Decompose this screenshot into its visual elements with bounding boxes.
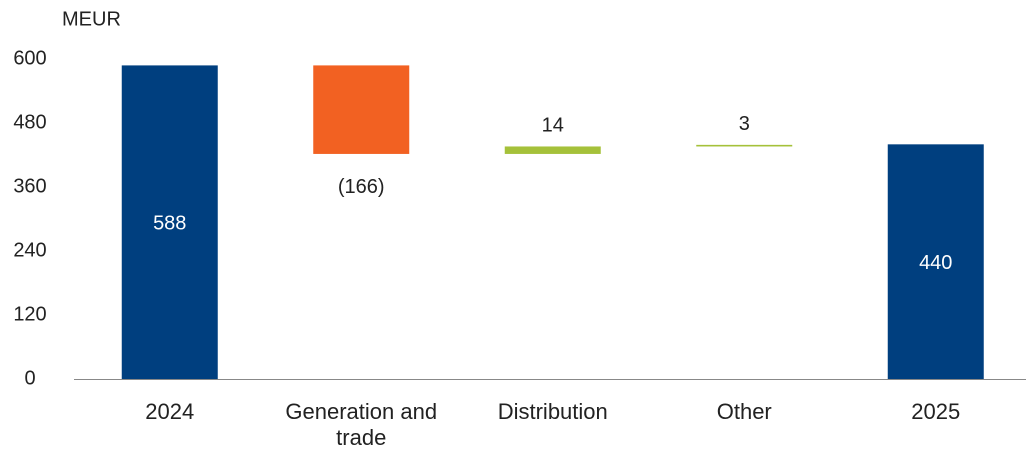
value-label: 3	[739, 113, 750, 135]
bar	[121, 65, 218, 380]
x-tick-label-box: 2025	[911, 399, 961, 424]
value-label: (166)	[338, 176, 385, 198]
x-tick-label-box: 2024	[145, 399, 195, 424]
y-tick-label: 600	[13, 47, 46, 69]
bar	[887, 144, 984, 379]
x-tick-label: 2024	[145, 399, 195, 424]
y-tick-label: 360	[13, 175, 46, 197]
x-tick-label: Distribution	[497, 399, 608, 424]
bar	[504, 146, 601, 154]
x-tick-label-box: Other	[716, 399, 772, 424]
y-tick-label: 480	[13, 111, 46, 133]
x-tick-label-box: Distribution	[497, 399, 608, 424]
bar	[696, 144, 793, 147]
value-label: 440	[919, 252, 952, 274]
y-tick-label: 240	[13, 239, 46, 261]
x-tick-label: Generation and trade	[285, 399, 438, 450]
x-tick-label-box: Generation and trade	[285, 399, 438, 450]
y-tick-label: 120	[13, 303, 46, 325]
y-axis-label: MEUR	[62, 8, 121, 30]
y-tick-label: 0	[24, 367, 35, 389]
value-label: 14	[542, 115, 564, 137]
bar	[313, 65, 410, 154]
x-tick-label: Other	[716, 399, 772, 424]
value-label: 588	[153, 212, 186, 234]
x-tick-label: 2025	[911, 399, 961, 424]
